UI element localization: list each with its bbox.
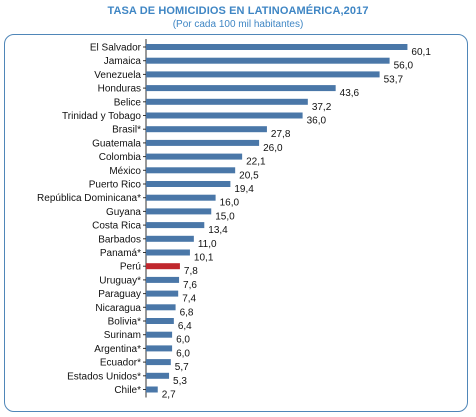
bar-trinidad-y-tobago	[146, 112, 303, 119]
value-label-ecuador: 5,7	[175, 362, 189, 373]
bar-el-salvador	[146, 44, 408, 50]
category-label-estados-unidos: Estados Unidos*	[67, 371, 141, 382]
value-label-costa-rica: 13,4	[208, 225, 228, 236]
bar-uruguay	[146, 276, 180, 283]
bar-chile	[146, 386, 158, 393]
bar-honduras	[146, 85, 336, 92]
category-label-republica-dominicana: República Dominicana*	[37, 193, 141, 204]
category-label-uruguay: Uruguay*	[99, 275, 141, 286]
bar-surinam	[146, 331, 173, 338]
chart-frame	[4, 34, 468, 412]
value-label-el-salvador: 60,1	[411, 47, 431, 58]
bar-nicaragua	[146, 304, 176, 311]
value-label-puerto-rico: 19,4	[234, 184, 254, 195]
value-label-paraguay: 7,4	[182, 294, 196, 305]
bar-costa-rica	[146, 222, 205, 229]
bar-venezuela	[146, 71, 380, 78]
category-label-venezuela: Venezuela	[94, 70, 141, 81]
value-label-republica-dominicana: 16,0	[220, 198, 240, 209]
bar-estados-unidos	[146, 372, 170, 379]
value-label-argentina: 6,0	[176, 348, 190, 359]
bar-guyana	[146, 208, 212, 215]
value-label-uruguay: 7,6	[183, 280, 197, 291]
bar-paraguay	[146, 290, 179, 297]
value-label-belice: 37,2	[312, 102, 332, 113]
category-label-jamaica: Jamaica	[104, 56, 142, 67]
category-label-panama: Panamá*	[100, 248, 141, 259]
category-label-brasil: Brasil*	[112, 125, 141, 136]
category-label-mexico: México	[109, 166, 141, 177]
category-label-el-salvador: El Salvador	[90, 43, 142, 54]
bar-puerto-rico	[146, 181, 231, 187]
value-label-estados-unidos: 5,3	[173, 376, 187, 387]
bar-guatemala	[146, 139, 260, 146]
value-label-venezuela: 53,7	[384, 74, 404, 85]
chart-subtitle: (Por cada 100 mil habitantes)	[172, 19, 304, 30]
value-label-jamaica: 56,0	[394, 61, 414, 72]
value-label-mexico: 20,5	[239, 170, 259, 181]
category-label-honduras: Honduras	[98, 84, 141, 95]
category-label-peru: Perú	[120, 262, 141, 273]
bar-republica-dominicana	[146, 194, 216, 201]
bar-brasil	[146, 126, 267, 133]
bar-bolivia	[146, 318, 174, 324]
bar-colombia	[146, 153, 243, 160]
bar-barbados	[146, 235, 194, 242]
bar-jamaica	[146, 57, 390, 64]
value-label-bolivia: 6,4	[178, 321, 192, 332]
value-label-panama: 10,1	[194, 253, 214, 264]
category-label-belice: Belice	[114, 97, 142, 108]
value-label-guyana: 15,0	[215, 211, 235, 222]
category-label-costa-rica: Costa Rica	[92, 221, 141, 232]
bar-peru	[146, 263, 180, 270]
category-label-surinam: Surinam	[104, 330, 141, 341]
category-label-trinidad-y-tobago: Trinidad y Tobago	[62, 111, 141, 122]
category-label-barbados: Barbados	[98, 234, 141, 245]
value-label-brasil: 27,8	[271, 129, 291, 140]
value-label-honduras: 43,6	[340, 88, 360, 99]
category-label-chile: Chile*	[114, 385, 141, 396]
bar-mexico	[146, 167, 236, 174]
value-label-surinam: 6,0	[176, 335, 190, 346]
bar-argentina	[146, 345, 173, 352]
value-label-nicaragua: 6,8	[180, 307, 194, 318]
category-label-bolivia: Bolivia*	[108, 317, 141, 328]
value-label-peru: 7,8	[184, 266, 198, 277]
category-label-nicaragua: Nicaragua	[95, 303, 141, 314]
category-label-guyana: Guyana	[106, 207, 141, 218]
category-label-guatemala: Guatemala	[92, 138, 141, 149]
value-label-colombia: 22,1	[246, 157, 266, 168]
value-label-chile: 2,7	[162, 390, 176, 401]
category-label-paraguay: Paraguay	[98, 289, 141, 300]
category-label-ecuador: Ecuador*	[100, 358, 141, 369]
value-label-guatemala: 26,0	[263, 143, 283, 154]
category-label-argentina: Argentina*	[94, 344, 141, 355]
category-label-colombia: Colombia	[99, 152, 142, 163]
value-label-barbados: 11,0	[198, 239, 217, 250]
bar-panama	[146, 249, 190, 256]
value-label-trinidad-y-tobago: 36,0	[307, 116, 327, 127]
chart-title: TASA DE HOMICIDIOS EN LATINOAMÉRICA,2017	[107, 5, 369, 17]
bar-ecuador	[146, 359, 171, 366]
category-label-puerto-rico: Puerto Rico	[89, 180, 142, 191]
bar-belice	[146, 98, 308, 105]
